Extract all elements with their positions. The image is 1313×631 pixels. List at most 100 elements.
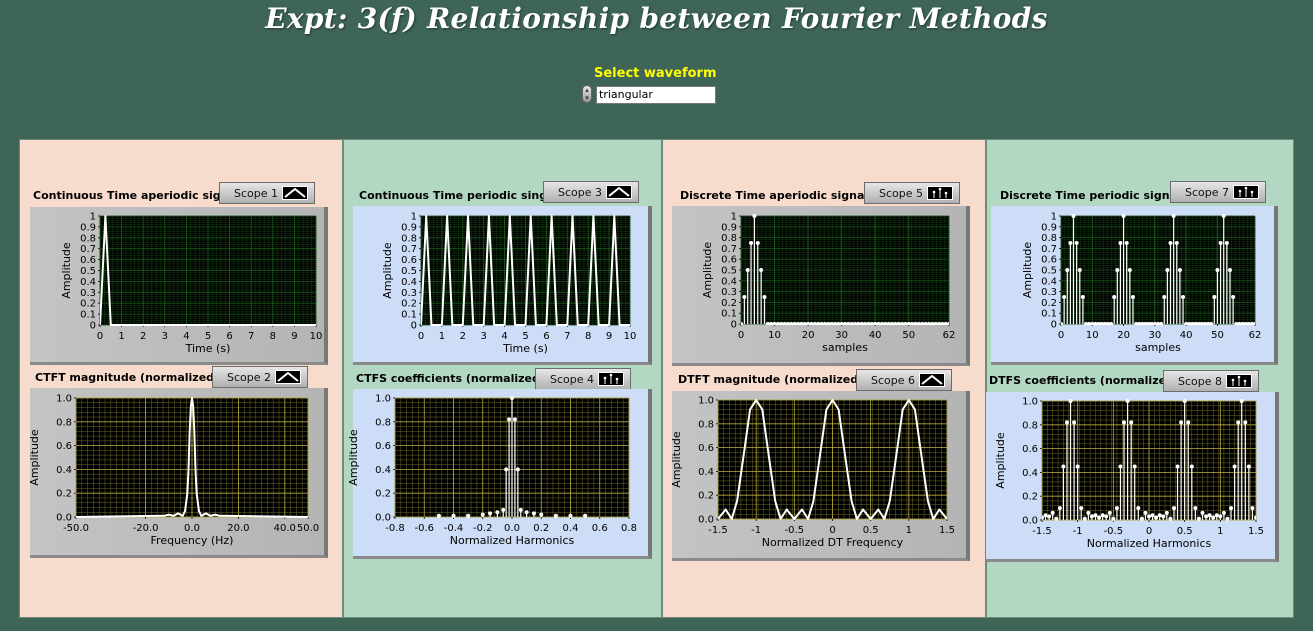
x-tick-label: 0.6 (592, 523, 608, 534)
y-tick-label: 0.9 (721, 222, 737, 233)
chart-g5[interactable]: 00.10.20.30.40.50.60.70.80.910 10 20 30 40 50… (672, 206, 970, 366)
x-tick-label: 0.0 (184, 523, 200, 534)
scope-button-g8[interactable]: Scope 8 (1163, 370, 1259, 392)
data-point (1184, 322, 1189, 325)
data-point (832, 322, 837, 325)
data-point (1146, 322, 1151, 325)
data-point (1125, 399, 1130, 403)
scope-button-label: Scope 6 (871, 374, 916, 387)
data-point (1136, 506, 1141, 511)
x-tick-label: 8 (585, 331, 591, 342)
data-point (1124, 241, 1129, 245)
data-point (1179, 420, 1184, 425)
data-point (829, 322, 834, 325)
y-tick-label: 0.8 (56, 417, 72, 428)
data-point (745, 268, 750, 272)
data-point (1187, 322, 1192, 325)
data-point (1043, 513, 1048, 518)
data-point (1246, 464, 1251, 469)
scope-button-g3[interactable]: Scope 3 (543, 181, 639, 203)
scope-button-label: Scope 3 (558, 186, 603, 199)
y-tick-label: 0.3 (721, 287, 737, 298)
graph-frame-g3: 0 0.1 0.2 0.3 0.4 0.5 0.6 0.7 0.8 0.9 1 0 1 2 3 4 5 6 7 8 9 1… (353, 206, 652, 365)
y-tick-label: 1 (731, 212, 737, 223)
data-point (930, 322, 935, 325)
chart-g7[interactable]: 00.10.20.30.40.50.60.70.80.910 10 20 30 40 50… (991, 206, 1278, 365)
data-point (1061, 322, 1063, 325)
data-point (1074, 241, 1079, 245)
graph-label-g3: Continuous Time periodic singal (359, 189, 559, 202)
data-point (1177, 268, 1182, 272)
data-point (1229, 506, 1234, 511)
x-tick-label: 2 (460, 331, 466, 342)
x-tick-label: 0.2 (533, 523, 549, 534)
data-point (843, 322, 847, 325)
scope-button-g1[interactable]: Scope 1 (219, 182, 315, 204)
y-tick-label: 0.2 (698, 491, 714, 502)
chart-g8[interactable]: 0.0 0.2 0.4 0.6 0.8 1.0 -1.5 -1 -0.5 0 0.5 1 1.5 Norm… (986, 392, 1279, 562)
data-point (1054, 516, 1059, 521)
data-point (1132, 464, 1137, 469)
data-point (1202, 322, 1207, 325)
x-tick-label: -1 (751, 525, 761, 536)
y-tick-label: 0.2 (401, 299, 417, 310)
chart-g6[interactable]: 0.0 0.2 0.4 0.6 0.8 1.0 -1.5 -1 -0.5 0 0.5 1 1.5 Norm… (670, 391, 970, 561)
chart-g2[interactable]: 0.0 0.2 0.4 0.6 0.8 1.0 -50.0 -20.0 0.0 20.0 40.0 5… (28, 388, 328, 558)
y-tick-label: 0.1 (401, 310, 417, 321)
y-tick-label: 0.6 (56, 441, 72, 452)
stem-icon (1233, 185, 1259, 199)
data-point (749, 241, 754, 245)
data-point (1232, 464, 1237, 469)
data-point (792, 322, 797, 325)
y-tick-label: 0.4 (375, 465, 391, 476)
y-axis-label: Amplitude (28, 429, 41, 486)
data-point (1068, 399, 1073, 403)
x-tick-label: 5 (522, 331, 528, 342)
data-point (1093, 513, 1098, 518)
y-tick-label: 0 (731, 320, 737, 331)
data-point (856, 322, 861, 325)
y-tick-label: 0.4 (1022, 468, 1038, 479)
data-point (742, 295, 747, 299)
data-point (799, 322, 804, 325)
data-point (933, 322, 938, 325)
data-point (1050, 510, 1055, 515)
x-tick-label: 3 (481, 331, 487, 342)
data-point (1090, 322, 1095, 325)
x-tick-label: 9 (291, 331, 297, 342)
data-point (916, 322, 921, 325)
stem-icon (927, 186, 953, 200)
x-tick-label: 40 (869, 330, 882, 341)
y-tick-label: 0.8 (80, 233, 96, 244)
data-point (816, 322, 821, 325)
data-point (1118, 241, 1123, 245)
waveform-selector[interactable]: triangular (596, 86, 716, 104)
y-tick-label: 0.8 (698, 419, 714, 430)
scope-button-g2[interactable]: Scope 2 (212, 366, 308, 388)
data-point (1253, 322, 1255, 325)
scope-button-label: Scope 8 (1178, 375, 1223, 388)
graph-label-g8: DTFS coefficients (normalized) (989, 374, 1179, 387)
scope-button-g6[interactable]: Scope 6 (856, 369, 952, 391)
y-tick-label: 0.2 (721, 298, 737, 309)
data-point (940, 322, 945, 325)
waveform-spinner-icon[interactable]: ▴ ▾ (582, 85, 592, 103)
x-tick-label: 62 (1249, 330, 1262, 341)
data-point (947, 322, 949, 325)
y-tick-label: 0.6 (80, 255, 96, 266)
chart-g3[interactable]: 00.10.20.30.40.50.60.70.80.910 1 2 3 4 5 6 7 8 9 1… (353, 206, 652, 365)
x-axis-label: Time (s) (185, 342, 231, 355)
data-point (1182, 399, 1187, 403)
scope-button-g5[interactable]: Scope 5 (864, 182, 960, 204)
data-point (1249, 322, 1254, 325)
data-point (1140, 322, 1145, 325)
y-tick-label: 0.1 (1041, 309, 1057, 320)
x-tick-label: 40 (1180, 330, 1193, 341)
chart-g1[interactable]: 00.10.20.30.40.50.60.70.80.910 1 2 3 4 5 6 7 8 9 1… (30, 207, 328, 365)
data-point (1087, 322, 1092, 325)
scope-button-g7[interactable]: Scope 7 (1170, 181, 1266, 203)
y-tick-label: 0.6 (721, 255, 737, 266)
chart-g4[interactable]: 0.0 0.2 0.4 0.6 0.8 1.0 -0.8 -0.6 -0.4 -0.2 0.0 0.2… (347, 389, 652, 559)
scope-button-g4[interactable]: Scope 4 (535, 368, 631, 390)
stem-icon (1226, 374, 1252, 388)
